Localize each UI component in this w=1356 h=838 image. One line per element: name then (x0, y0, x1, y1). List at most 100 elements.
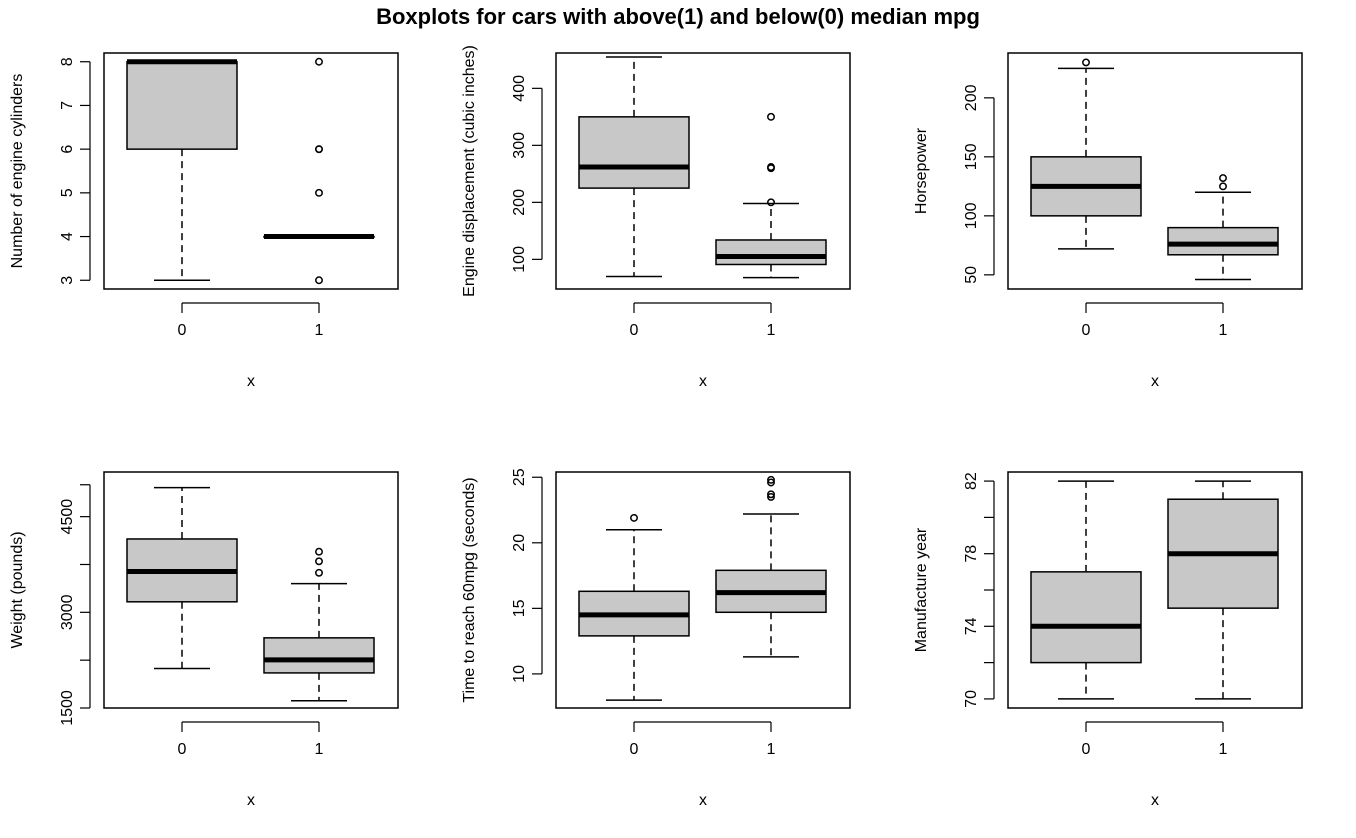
x-tick-label: 0 (1082, 322, 1091, 339)
y-tick-label: 400 (511, 75, 528, 102)
y-tick-label: 7 (59, 101, 76, 110)
y-axis-label: Number of engine cylinders (9, 74, 26, 269)
plot-frame (103, 52, 399, 290)
x-tick-label: 1 (315, 741, 324, 758)
box-1 (715, 112, 827, 279)
box-0 (126, 486, 238, 670)
box-1 (263, 547, 375, 702)
outlier-point (767, 475, 775, 484)
x-axis-label: x (699, 792, 707, 809)
y-tick-label: 150 (963, 143, 980, 170)
plot-frame (103, 471, 399, 709)
x-tick-label: 0 (630, 741, 639, 758)
x-axis-label: x (1151, 373, 1159, 390)
y-tick-label: 100 (511, 246, 528, 273)
box-iqr (126, 60, 238, 150)
y-axis-label: Engine displacement (cubic inches) (461, 45, 478, 297)
outlier-point (1219, 182, 1227, 191)
y-tick-label: 4 (59, 232, 76, 241)
x-axis-label: x (699, 373, 707, 390)
y-tick-label: 6 (59, 145, 76, 154)
box-iqr (578, 116, 690, 189)
main-title: Boxplots for cars with above(1) and belo… (376, 4, 980, 29)
plot-frame (555, 471, 851, 709)
outlier-point (315, 57, 323, 66)
boxplot-panel-6: 70 74 78 82 0 1 x Manufacture year (913, 471, 1303, 809)
outlier-point (767, 198, 775, 207)
outlier-point (767, 492, 775, 501)
x-tick-label: 0 (178, 741, 187, 758)
outlier-point (767, 478, 775, 487)
y-tick-label: 8 (59, 57, 76, 66)
x-tick-label: 0 (630, 322, 639, 339)
x-axis-label: x (247, 792, 255, 809)
outlier-point (630, 513, 638, 522)
outlier-point (315, 188, 323, 197)
plot-frame (1007, 52, 1303, 290)
x-axis-label: x (247, 373, 255, 390)
outlier-point (315, 568, 323, 577)
x-tick-label: 0 (1082, 741, 1091, 758)
box-1 (1167, 174, 1279, 281)
y-axis-label: Time to reach 60mpg (seconds) (461, 477, 478, 702)
boxplot-panel-1: 3 4 5 6 7 8 0 1 x Number of engine cylinders (9, 52, 399, 390)
y-tick-label: 74 (963, 617, 980, 635)
outlier-point (767, 163, 775, 171)
y-tick-label: 100 (963, 202, 980, 229)
y-tick-label: 200 (963, 84, 980, 111)
box-0 (126, 59, 238, 282)
y-tick-label: 300 (511, 132, 528, 159)
boxplot-panel-3: 50 100 150 200 0 1 x Horsepower (913, 52, 1303, 390)
x-tick-label: 1 (767, 322, 776, 339)
y-tick-label: 1500 (59, 690, 76, 726)
boxplot-panel-4: 1500 3000 4500 0 1 x Weight (pounds) (9, 471, 399, 809)
box-0 (1030, 480, 1142, 700)
y-tick-label: 10 (511, 665, 528, 683)
plot-frame (555, 52, 851, 290)
box-0 (578, 56, 690, 278)
outlier-point (315, 145, 323, 154)
y-tick-label: 70 (963, 690, 980, 708)
y-axis-label: Horsepower (913, 127, 930, 214)
outlier-point (1219, 174, 1227, 183)
y-axis-label: Weight (pounds) (9, 531, 26, 648)
x-tick-label: 1 (1219, 322, 1228, 339)
y-tick-label: 3 (59, 276, 76, 285)
box-0 (1030, 58, 1142, 250)
y-tick-label: 25 (511, 468, 528, 486)
outlier-point (1082, 58, 1090, 67)
outlier-point (315, 557, 323, 566)
y-tick-label: 50 (963, 266, 980, 284)
y-tick-label: 200 (511, 189, 528, 216)
y-tick-label: 5 (59, 188, 76, 197)
box-1 (263, 57, 375, 285)
y-tick-label: 4500 (59, 499, 76, 535)
outlier-point (315, 547, 323, 556)
box-iqr (1030, 571, 1142, 664)
box-iqr (715, 239, 827, 266)
x-axis-label: x (1151, 792, 1159, 809)
x-tick-label: 1 (315, 322, 324, 339)
y-tick-label: 20 (511, 534, 528, 552)
outlier-point (767, 112, 775, 121)
outlier-point (767, 490, 775, 499)
boxplot-panel-5: 10 15 20 25 0 1 x Time to reach 60mpg (seconds) (461, 468, 851, 809)
outlier-point (315, 276, 323, 285)
box-0 (578, 513, 690, 701)
x-tick-label: 0 (178, 322, 187, 339)
y-tick-label: 78 (963, 545, 980, 563)
y-tick-label: 15 (511, 599, 528, 617)
plot-frame (1007, 471, 1303, 709)
boxplot-panel-2: 100 200 300 400 0 1 x Engine displacement (cubi… (461, 45, 851, 390)
box-iqr (1167, 226, 1279, 256)
x-tick-label: 1 (767, 741, 776, 758)
box-1 (715, 475, 827, 658)
y-tick-label: 82 (963, 472, 980, 490)
box-iqr (263, 637, 375, 674)
y-axis-label: Manufacture year (913, 527, 930, 652)
x-tick-label: 1 (1219, 741, 1228, 758)
box-1 (1167, 480, 1279, 700)
y-tick-label: 3000 (59, 594, 76, 630)
